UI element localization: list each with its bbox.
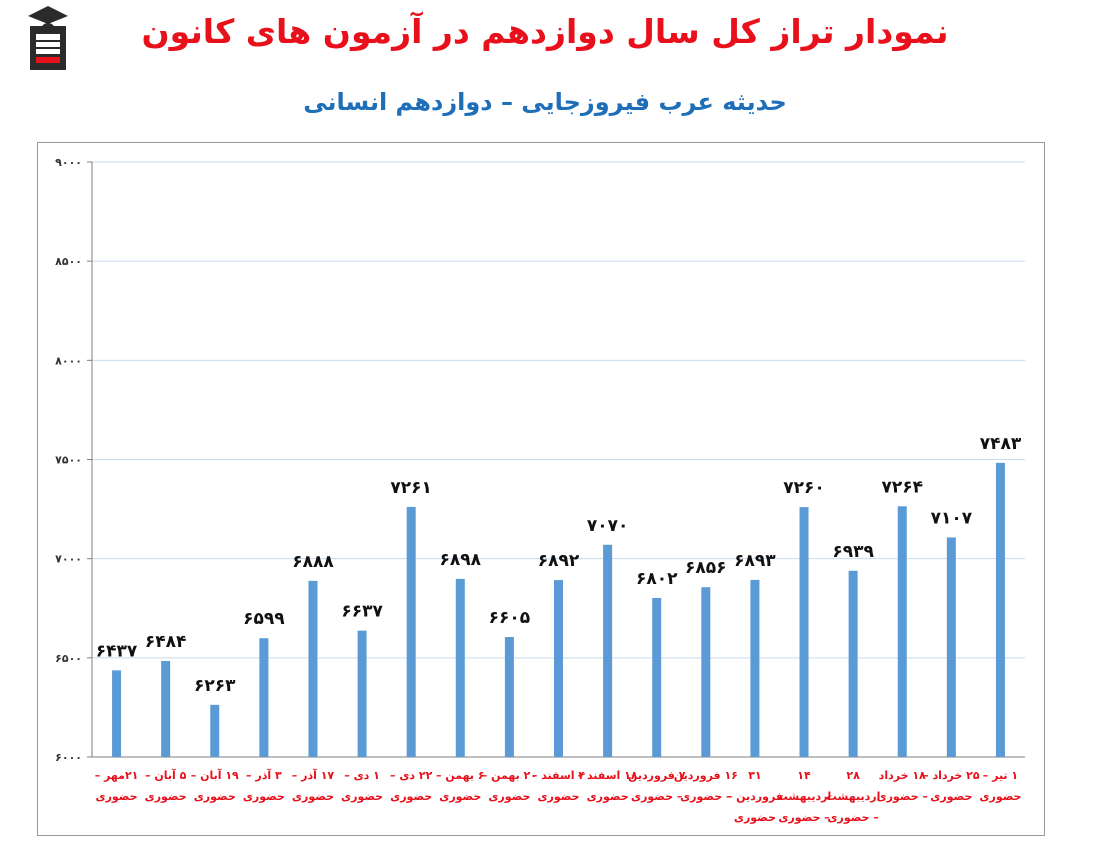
category-label: ۱۸ خرداد — [879, 769, 926, 782]
category-label: حضوری — [341, 790, 383, 803]
bar — [848, 570, 858, 757]
bar — [750, 579, 760, 757]
data-label: ۷۲۶۴ — [881, 477, 923, 497]
category-label: حضوری — [243, 790, 285, 803]
category-label: حضوری — [587, 790, 629, 803]
category-label: ۲۲ دی – — [390, 769, 433, 782]
bar — [259, 638, 269, 757]
category-label: حضوری — [96, 790, 138, 803]
category-label: – حضوری — [631, 790, 682, 803]
category-label: ۲۱مهر – — [95, 769, 139, 782]
category-label: حضوری — [488, 790, 530, 803]
category-label: ۵ آبان – — [145, 768, 187, 782]
category-label: اردیبهشت — [777, 790, 831, 803]
bar — [112, 670, 122, 757]
category-label: ۱۹ آبان – — [191, 768, 239, 782]
bar — [799, 507, 809, 757]
y-tick-label: ۸۵۰۰ — [55, 255, 82, 268]
bar — [504, 637, 514, 757]
category-label: – حضوری — [778, 811, 829, 824]
category-label: ۱۸ اسفند – — [578, 769, 638, 782]
bar — [455, 578, 465, 757]
y-tick-label: ۶۰۰۰ — [55, 751, 82, 764]
category-label: حضوری — [979, 790, 1021, 803]
data-label: ۶۸۰۲ — [636, 569, 678, 589]
bar — [995, 462, 1005, 757]
category-label: حضوری — [390, 790, 432, 803]
bar — [357, 630, 367, 757]
bar — [897, 506, 907, 757]
category-label: ۱۶ فروردین — [674, 769, 738, 782]
data-label: ۷۰۷۰ — [587, 516, 629, 536]
data-label: ۶۴۸۴ — [145, 632, 187, 652]
category-label: حضوری — [145, 790, 187, 803]
category-label: – حضوری — [827, 811, 878, 824]
data-label: ۶۸۹۲ — [538, 551, 580, 571]
category-label: ۲۰ بهمن – — [482, 769, 537, 782]
y-tick-label: ۷۰۰۰ — [55, 553, 82, 566]
category-label: ۲۸ — [846, 769, 860, 782]
category-label: فروردین – — [727, 790, 783, 803]
bar — [161, 661, 171, 757]
category-label: حضوری — [439, 790, 481, 803]
data-label: ۶۹۳۹ — [832, 542, 874, 562]
bar — [210, 704, 220, 757]
bar — [554, 580, 563, 757]
data-label: ۶۸۹۳ — [734, 551, 776, 571]
chart-subtitle: حدیثه عرب فیروزجایی – دوازدهم انسانی — [303, 88, 787, 116]
bar — [406, 506, 416, 757]
data-label: ۷۲۶۰ — [783, 478, 825, 498]
category-label: حضوری — [537, 790, 579, 803]
category-label: ۳ آذر – — [246, 768, 282, 782]
bar — [308, 580, 318, 757]
category-label: حضوری — [292, 790, 334, 803]
data-label: ۶۸۸۸ — [292, 552, 334, 572]
category-label: ۴ اسفند – — [532, 769, 586, 782]
category-label: ۱ تیر – — [983, 769, 1018, 782]
kanoon-logo-icon — [28, 6, 68, 70]
data-label: ۶۶۰۵ — [489, 608, 531, 628]
data-label: ۶۲۶۳ — [194, 676, 236, 696]
data-label: ۶۸۵۶ — [685, 558, 727, 578]
data-label: ۶۴۳۷ — [96, 641, 138, 661]
category-label: ۲۵ خرداد – — [923, 769, 980, 782]
category-label: – حضوری — [680, 790, 731, 803]
bar — [701, 587, 711, 757]
category-label: ۳۱ — [748, 769, 761, 782]
category-label: ۱۴ — [797, 769, 811, 782]
category-label: حضوری — [194, 790, 236, 803]
bar — [946, 537, 956, 757]
data-label: ۶۵۹۹ — [243, 609, 285, 629]
chart-area — [37, 142, 1045, 836]
category-label: اردیبهشت — [826, 790, 880, 803]
data-label: ۷۱۰۷ — [931, 508, 973, 528]
bar — [652, 597, 662, 757]
data-label: ۶۶۳۷ — [341, 602, 383, 622]
chart-title: نمودار تراز کل سال دوازدهم در آزمون های … — [141, 12, 949, 51]
category-label: ۷ فروردین — [628, 769, 686, 782]
y-tick-label: ۹۰۰۰ — [55, 156, 82, 169]
data-label: ۷۴۸۳ — [980, 434, 1022, 454]
y-tick-label: ۸۰۰۰ — [55, 354, 82, 367]
y-tick-label: ۷۵۰۰ — [55, 454, 82, 467]
category-label: ۶ بهمن – — [436, 769, 485, 782]
data-label: ۷۲۶۱ — [390, 478, 432, 498]
category-label: حضوری — [734, 811, 776, 824]
category-label: – حضوری — [877, 790, 928, 803]
bar — [603, 544, 613, 757]
data-label: ۶۸۹۸ — [440, 550, 482, 570]
y-tick-label: ۶۵۰۰ — [55, 652, 82, 665]
category-label: حضوری — [930, 790, 972, 803]
category-label: ۱۷ آذر – — [292, 768, 335, 782]
category-label: ۱ دی – — [344, 769, 380, 782]
